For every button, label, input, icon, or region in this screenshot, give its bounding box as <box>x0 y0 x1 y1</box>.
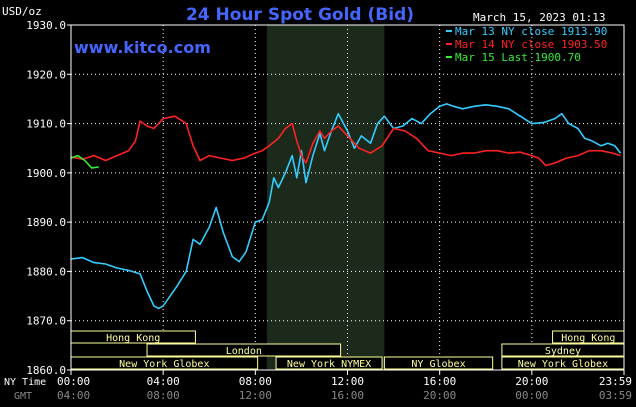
session-label: NY Globex <box>411 359 465 370</box>
y-tick-label: 1890.0 <box>26 216 66 229</box>
x-tick-label-gmt: 04:00 <box>57 389 90 402</box>
x-row-label-gmt: GMT <box>14 391 32 402</box>
session-label: New York Globex <box>518 359 608 370</box>
series-line <box>70 154 99 169</box>
x-tick-label-ny: 08:00 <box>239 375 272 388</box>
legend-entry: Mar 14 NY close 1903.50 <box>455 38 607 51</box>
x-tick-label-gmt: 16:00 <box>331 389 364 402</box>
legend-entry: Mar 13 NY close 1913.90 <box>455 25 607 38</box>
legend-swatch <box>446 30 452 32</box>
x-tick-label-ny: 23:59 <box>599 375 632 388</box>
series-line <box>70 103 622 310</box>
y-tick-label: 1860.0 <box>26 364 66 377</box>
session-label: New York NYMEX <box>287 359 371 370</box>
legend-swatch <box>446 43 452 45</box>
x-row-label-ny: NY Time <box>4 377 46 388</box>
x-tick-label-gmt: 00:00 <box>515 389 548 402</box>
chart-title: 24 Hour Spot Gold (Bid) <box>186 5 414 25</box>
y-tick-label: 1870.0 <box>26 315 66 328</box>
kitco-watermark: www.kitco.com <box>74 38 211 57</box>
x-tick-label-gmt: 08:00 <box>147 389 180 402</box>
x-tick-label-gmt: 20:00 <box>423 389 456 402</box>
x-tick-label-ny: 20:00 <box>515 375 548 388</box>
x-tick-label-ny: 04:00 <box>147 375 180 388</box>
session-box <box>383 356 494 370</box>
session-box <box>275 356 383 370</box>
y-tick-label: 1880.0 <box>26 265 66 278</box>
y-tick-label: 1900.0 <box>26 167 66 180</box>
x-tick-label-ny: 16:00 <box>423 375 456 388</box>
timestamp: March 15, 2023 01:13 <box>473 11 605 24</box>
legend-swatch <box>446 56 452 58</box>
x-tick-label-ny: 00:00 <box>57 375 90 388</box>
x-tick-label-gmt: 12:00 <box>239 389 272 402</box>
series-line <box>70 115 621 167</box>
legend-entry: Mar 15 Last 1900.70 <box>455 51 581 64</box>
nymex-hours-band <box>266 25 385 370</box>
y-tick-label: 1930.0 <box>26 19 66 32</box>
session-label: Hong Kong <box>106 333 160 344</box>
session-label: Sydney <box>545 346 581 357</box>
session-label: New York Globex <box>119 359 209 370</box>
x-tick-label-gmt: 03:59 <box>599 389 632 402</box>
session-label: Hong Kong <box>561 333 615 344</box>
plot-frame <box>70 24 625 371</box>
x-tick-label-ny: 12:00 <box>331 375 364 388</box>
y-axis-unit-label: USD/oz <box>2 5 42 18</box>
session-box <box>146 343 342 357</box>
session-label: London <box>226 346 262 357</box>
y-tick-label: 1910.0 <box>26 118 66 131</box>
y-tick-label: 1920.0 <box>26 68 66 81</box>
